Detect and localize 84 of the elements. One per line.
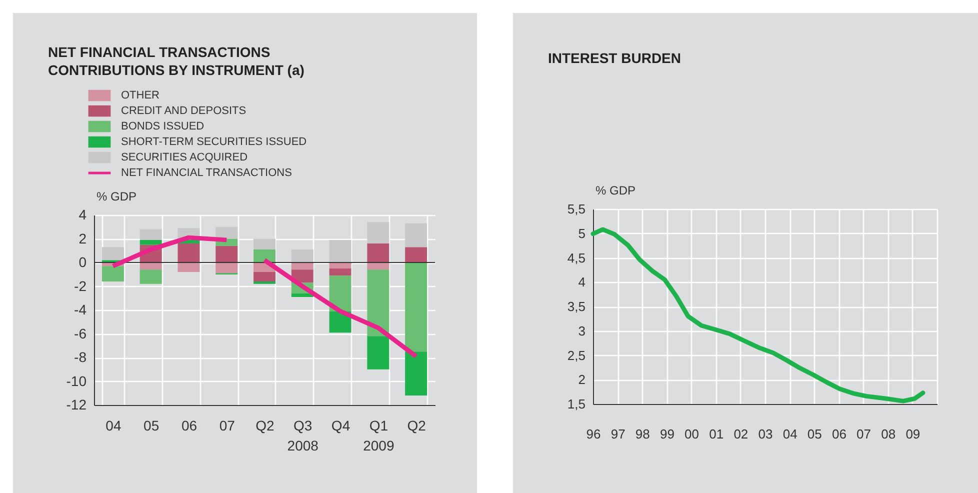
bar <box>254 249 276 262</box>
bar <box>329 240 352 262</box>
y-tick-label: -8 <box>74 349 87 365</box>
x-tick-label: Q4 <box>331 418 350 434</box>
bar <box>329 262 352 268</box>
y-tick-label: -6 <box>74 325 87 342</box>
y-tick-label: -4 <box>74 302 87 318</box>
y-tick-label: 3 <box>578 323 586 338</box>
bar <box>216 226 238 239</box>
y-tick-label: 1,5 <box>567 396 586 412</box>
legend-label: BONDS ISSUED <box>121 120 204 132</box>
y-tick-label: 2 <box>578 372 586 388</box>
bar <box>367 222 390 244</box>
bar <box>216 262 238 274</box>
x-tick-label: 96 <box>586 426 601 442</box>
x-tick-label: 06 <box>181 418 198 434</box>
y-tick-label: 4 <box>78 206 87 222</box>
bar <box>329 268 352 276</box>
bar <box>291 249 314 262</box>
bar <box>329 276 352 312</box>
chart-title: INTEREST BURDEN <box>548 50 682 66</box>
y-tick-label: 5 <box>578 226 586 241</box>
bar <box>178 262 200 272</box>
x-tick-label: 02 <box>734 426 748 442</box>
x-tick-label: Q3 2008 <box>287 418 319 454</box>
y-tick-label: 5,5 <box>567 202 586 216</box>
legend-label: SECURITIES ACQUIRED <box>121 152 248 164</box>
x-tick-label: 01 <box>709 426 724 442</box>
legend-label: CREDIT AND DEPOSITS <box>121 105 246 117</box>
x-tick-label: 07 <box>219 418 236 434</box>
bar <box>178 244 200 262</box>
x-tick-label: 05 <box>807 426 822 442</box>
bar <box>216 246 238 262</box>
bar <box>405 247 428 262</box>
y-tick-label: 2 <box>78 230 87 246</box>
y-tick-label: -2 <box>74 278 87 294</box>
legend-label: SHORT-TERM SECURITIES ISSUED <box>121 136 307 148</box>
x-tick-label: 04 <box>782 426 798 442</box>
y-tick-label: 4,5 <box>567 250 586 266</box>
x-tick-label: 97 <box>610 426 626 442</box>
y-axis-title: % GDP <box>596 184 636 198</box>
bar <box>291 262 314 270</box>
bar <box>140 240 162 245</box>
legend-label: NET FINANCIAL TRANSACTIONS <box>121 167 292 179</box>
y-tick-label: 0 <box>78 254 87 270</box>
y-tick-label: 3,5 <box>567 299 586 314</box>
line-series <box>262 258 418 359</box>
line-series <box>110 235 229 268</box>
y-axis-title: % GDP <box>96 190 137 204</box>
y-tick-label: 2,5 <box>567 348 586 363</box>
y-tick-label: -12 <box>66 396 87 412</box>
bar <box>140 262 162 270</box>
bar <box>367 270 390 336</box>
x-tick-label: 08 <box>881 426 896 442</box>
x-tick-label: 98 <box>635 426 650 442</box>
bar <box>102 247 124 260</box>
chart-title: NET FINANCIAL TRANSACTIONS CONTRIBUTIONS BY INSTRUMENT (a) <box>48 44 304 78</box>
bar <box>291 293 314 297</box>
bar <box>140 229 162 240</box>
bar <box>405 223 428 248</box>
bar <box>102 266 124 282</box>
x-tick-label: 09 <box>906 426 920 442</box>
bar <box>140 270 162 284</box>
y-tick-label: -10 <box>66 372 87 389</box>
x-tick-label: 06 <box>832 426 846 442</box>
y-tick-label: 4 <box>578 274 586 290</box>
x-tick-label: Q1 2009 <box>363 418 394 454</box>
line-series <box>590 227 926 404</box>
x-tick-label: Q2 <box>256 418 275 434</box>
x-tick-label: 99 <box>660 426 674 442</box>
legend-label: OTHER <box>121 90 160 102</box>
x-tick-label: 00 <box>684 426 700 442</box>
x-tick-label: 03 <box>758 426 773 442</box>
bar <box>254 238 276 250</box>
bar <box>405 352 428 396</box>
x-tick-label: 07 <box>856 426 872 442</box>
bar <box>254 272 276 282</box>
bar <box>367 336 390 370</box>
x-tick-label: 05 <box>144 418 160 434</box>
bar <box>367 244 390 262</box>
x-tick-label: 04 <box>106 418 122 434</box>
bar <box>367 262 390 270</box>
x-tick-label: Q2 <box>407 418 426 434</box>
bar <box>405 262 428 352</box>
